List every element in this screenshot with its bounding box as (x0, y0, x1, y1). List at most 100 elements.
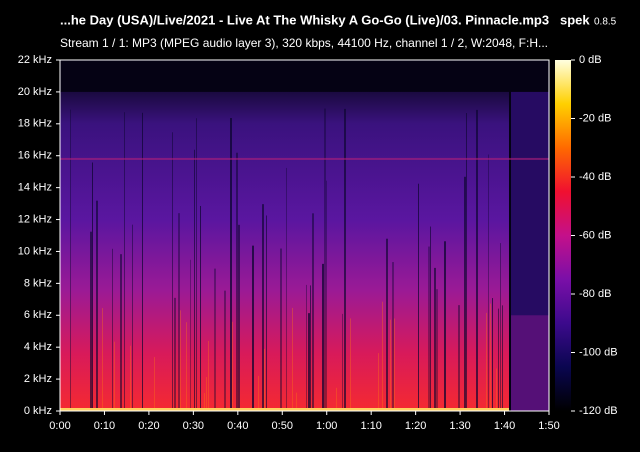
spectrogram-streak (154, 357, 155, 411)
spectrogram-streak (238, 224, 240, 411)
x-tick-label: 0:40 (227, 420, 248, 432)
spectrogram-streak (500, 243, 501, 411)
subtitle: Stream 1 / 1: MP3 (MPEG audio layer 3), … (60, 36, 548, 50)
spectrogram-streak (306, 284, 307, 411)
colorbar-tick-label: 0 dB (579, 54, 602, 66)
spectrogram-streak (174, 297, 176, 411)
spectrogram-streak (124, 112, 125, 411)
chart-title: ...he Day (USA)/Live/2021 - Live At The … (60, 12, 549, 27)
spectrogram-streak (92, 162, 93, 411)
spectrogram-streak (142, 112, 143, 412)
x-tick-label: 0:00 (49, 420, 70, 432)
y-tick-label: 8 kHz (24, 277, 52, 289)
spectrogram-streak (394, 318, 395, 411)
y-tick-label: 4 kHz (24, 341, 52, 353)
spectrogram-streak (382, 301, 383, 411)
app-name: spek (560, 12, 590, 27)
spectrogram-streak (418, 183, 419, 411)
colorbar-tick-label: -120 dB (579, 405, 618, 417)
x-tick-label: 0:50 (272, 420, 293, 432)
y-tick-label: 22 kHz (18, 54, 52, 66)
spectrogram-streak (430, 226, 431, 411)
spectrogram-streak (264, 348, 265, 411)
spectrogram-streak (280, 248, 282, 411)
spectrogram-streak (214, 268, 216, 411)
spectrogram-streak (296, 392, 297, 411)
spectrogram-streak (230, 118, 232, 411)
spectrogram-streak (344, 108, 346, 411)
spectrogram-streak (486, 312, 487, 411)
spectrogram-streak (204, 393, 205, 411)
spectrogram-streak (114, 341, 115, 411)
y-tick-label: 20 kHz (18, 86, 52, 98)
spectrogram-streak (178, 213, 180, 411)
spectrogram-streak (194, 149, 195, 411)
spectrogram (60, 60, 549, 412)
spectrogram-streak (172, 132, 173, 411)
spectrogram-streak (444, 241, 446, 411)
y-tick-label: 10 kHz (18, 245, 52, 257)
colorbar-tick-label: -80 dB (579, 288, 611, 300)
x-tick-label: 0:20 (138, 420, 159, 432)
spectrogram-streak (326, 180, 327, 411)
spectrogram-streak (120, 254, 122, 411)
spectrogram-streak (336, 387, 337, 411)
spectrogram-streak (322, 263, 324, 411)
y-tick-label: 18 kHz (18, 118, 52, 130)
spectrogram-streak (196, 118, 197, 411)
colorbar (555, 60, 571, 411)
x-tick-label: 1:50 (538, 420, 559, 432)
spectrogram-streak (112, 248, 113, 411)
spectrogram-streak (324, 108, 326, 411)
x-tick-label: 1:40 (494, 420, 515, 432)
plot-frame (59, 59, 550, 412)
spectrogram-streak (434, 267, 436, 411)
spectrogram-streak (70, 109, 71, 411)
spectrogram-body (60, 91, 509, 411)
x-tick-label: 0:30 (183, 420, 204, 432)
y-tick-label: 16 kHz (18, 150, 52, 162)
x-tick-label: 1:30 (449, 420, 470, 432)
spectrogram-streak (312, 213, 314, 411)
y-tick-label: 6 kHz (24, 309, 52, 321)
spectrogram-streak (232, 321, 233, 411)
y-tick-label: 14 kHz (18, 182, 52, 194)
spectrogram-floor (60, 408, 509, 411)
spectrogram-streak (132, 224, 133, 411)
x-tick-label: 1:20 (405, 420, 426, 432)
x-tick-label: 1:00 (316, 420, 337, 432)
y-tick-label: 2 kHz (24, 373, 52, 385)
spectrogram-streak (392, 262, 394, 411)
spectrogram-streak (428, 246, 430, 411)
colorbar-tick-label: -60 dB (579, 229, 611, 241)
spectrogram-streak (266, 215, 267, 411)
spectrogram-streak (130, 345, 131, 411)
spectrogram-streak (200, 205, 201, 411)
spectrogram-streak (180, 310, 181, 411)
spectrogram-streak (350, 318, 351, 411)
spectrogram-streak (390, 319, 391, 411)
y-tick-label: 12 kHz (18, 213, 52, 225)
spectrogram-streak (496, 368, 497, 411)
spectrogram-streak (262, 204, 264, 411)
spectrogram-streak (258, 375, 259, 411)
spectrogram-streak (386, 238, 388, 411)
spectrogram-streak (206, 377, 207, 411)
spectrogram-streak (502, 305, 503, 411)
spectrogram-streak (252, 245, 254, 411)
spectrogram-streak (310, 285, 311, 411)
spectrogram-tail-low (510, 315, 549, 411)
spectrogram-band (60, 157, 549, 160)
colorbar-tick-label: -20 dB (579, 112, 611, 124)
spectrogram-streak (224, 290, 226, 411)
spectrogram-streak (490, 303, 491, 411)
spectrogram-streak (436, 289, 438, 411)
spectrogram-streak (208, 340, 209, 411)
spectrogram-streak (342, 313, 343, 411)
spectrogram-streak (498, 308, 499, 411)
spectrogram-streak (236, 152, 238, 412)
spectrogram-streak (96, 200, 98, 411)
y-tick-label: 0 kHz (24, 405, 52, 417)
x-tick-label: 1:10 (360, 420, 381, 432)
